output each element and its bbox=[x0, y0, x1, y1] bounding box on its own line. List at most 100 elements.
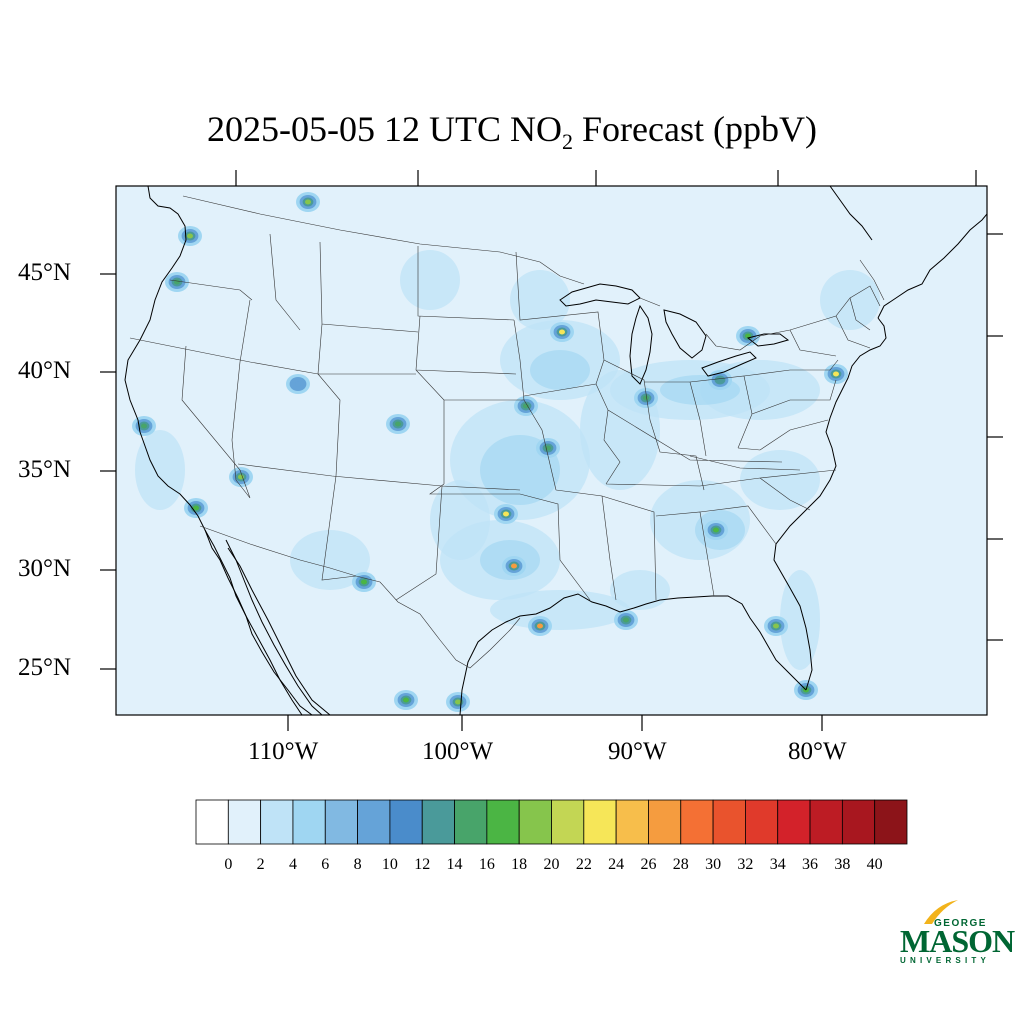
tick-marks bbox=[100, 170, 1003, 731]
gulf-coastline bbox=[459, 593, 807, 715]
haze-patch bbox=[530, 350, 590, 390]
colorbar-tick-label: 40 bbox=[866, 856, 883, 873]
mexico-gulf-of-california bbox=[227, 547, 331, 715]
title-prefix: 2025-05-05 12 UTC NO bbox=[207, 109, 563, 149]
hotspot-ring bbox=[523, 403, 529, 409]
colorbar-swatch bbox=[648, 799, 682, 845]
city-hotspot bbox=[386, 414, 410, 434]
pacific-coastline bbox=[124, 186, 303, 715]
hotspot-ring bbox=[537, 623, 543, 629]
lon-label-110w: 110°W bbox=[248, 738, 319, 765]
concentration-haze-layer bbox=[135, 250, 880, 670]
city-hotspot bbox=[132, 416, 156, 436]
colorbar-tick-label: 22 bbox=[575, 856, 592, 873]
colorbar-swatch bbox=[777, 799, 811, 845]
city-hotspot bbox=[229, 467, 253, 487]
city-hotspot bbox=[514, 396, 538, 416]
hotspot-ring bbox=[833, 371, 839, 377]
colorbar-tick-label: 36 bbox=[802, 856, 819, 873]
colorbar-swatch bbox=[551, 799, 585, 845]
colorbar-swatch bbox=[421, 799, 455, 845]
city-hotspot bbox=[446, 692, 470, 712]
haze-patch bbox=[400, 250, 460, 310]
colorbar-swatch bbox=[874, 799, 908, 845]
colorbar-tick-label: 26 bbox=[640, 856, 657, 873]
haze-patch bbox=[430, 480, 490, 560]
city-hotspot bbox=[352, 572, 376, 592]
city-hotspot bbox=[614, 610, 638, 630]
lat-label-30n: 30°N bbox=[18, 555, 72, 582]
hotspot-ring bbox=[511, 563, 517, 569]
haze-patch bbox=[490, 590, 630, 630]
lon-label-80w: 80°W bbox=[788, 738, 847, 765]
hudson-hint bbox=[829, 186, 873, 241]
haze-patch bbox=[135, 430, 185, 510]
colorbar-swatch bbox=[389, 799, 423, 845]
lat-label-40n: 40°N bbox=[18, 357, 72, 384]
lake-michigan bbox=[629, 304, 653, 385]
hotspot-layer bbox=[132, 192, 848, 712]
colorbar-swatch bbox=[195, 799, 229, 845]
haze-patch bbox=[510, 270, 570, 330]
lat-label-45n: 45°N bbox=[18, 259, 72, 286]
hotspot-ring bbox=[295, 381, 301, 387]
colorbar bbox=[195, 799, 908, 845]
haze-patch bbox=[820, 270, 880, 330]
haze-patch bbox=[740, 450, 820, 510]
logo-line-mason: MASON bbox=[900, 923, 1015, 959]
city-hotspot bbox=[502, 556, 526, 576]
colorbar-swatch bbox=[260, 799, 294, 845]
colorbar-swatch bbox=[486, 799, 520, 845]
colorbar-tick-label: 8 bbox=[353, 856, 362, 873]
lon-label-100w: 100°W bbox=[422, 738, 494, 765]
baja-coastline bbox=[204, 529, 313, 715]
lon-label-90w: 90°W bbox=[608, 738, 667, 765]
title-subscript: 2 bbox=[562, 129, 574, 155]
colorbar-swatch bbox=[712, 799, 746, 845]
lat-label-25n: 25°N bbox=[18, 654, 72, 681]
city-hotspot bbox=[824, 364, 848, 384]
colorbar-swatch bbox=[227, 799, 262, 845]
colorbar-tick-label: 38 bbox=[834, 856, 851, 873]
hotspot-ring bbox=[361, 579, 367, 585]
city-hotspot bbox=[704, 520, 728, 540]
hotspot-ring bbox=[187, 233, 193, 239]
colorbar-swatch bbox=[292, 799, 326, 845]
us-mexico-border bbox=[199, 525, 521, 669]
hotspot-ring bbox=[193, 505, 199, 511]
hotspot-ring bbox=[503, 511, 509, 517]
hotspot-ring bbox=[141, 423, 147, 429]
colorbar-swatch bbox=[809, 799, 843, 845]
logo-line-university: UNIVERSITY bbox=[900, 956, 991, 965]
land-outline-layer bbox=[124, 186, 987, 715]
hotspot-ring bbox=[773, 623, 779, 629]
hotspot-ring bbox=[623, 617, 629, 623]
colorbar-swatch bbox=[615, 799, 649, 845]
city-hotspot bbox=[296, 192, 320, 212]
hotspot-ring bbox=[238, 474, 244, 480]
colorbar-swatch bbox=[324, 799, 358, 845]
map-title: 2025-05-05 12 UTC NO2 Forecast (ppbV) bbox=[0, 108, 1024, 155]
colorbar-swatch bbox=[841, 799, 876, 845]
colorbar-tick-label: 10 bbox=[381, 856, 398, 873]
colorbar-tick-label: 30 bbox=[705, 856, 722, 873]
atlantic-coastline bbox=[773, 317, 887, 691]
colorbar-tick-label: 4 bbox=[288, 856, 297, 873]
city-hotspot bbox=[550, 322, 574, 342]
colorbar-tick-label: 16 bbox=[478, 856, 495, 873]
colorbar-swatch bbox=[454, 799, 488, 845]
hotspot-ring bbox=[305, 199, 311, 205]
colorbar-tick-label: 0 bbox=[224, 856, 233, 873]
lake-ontario bbox=[746, 333, 790, 347]
hotspot-ring bbox=[559, 329, 565, 335]
city-hotspot bbox=[494, 504, 518, 524]
colorbar-swatch bbox=[680, 799, 714, 845]
colorbar-tick-label: 24 bbox=[608, 856, 625, 873]
state-boundaries bbox=[129, 233, 885, 601]
new-england-coastline bbox=[877, 213, 987, 319]
colorbar-tick-label: 32 bbox=[737, 856, 754, 873]
city-hotspot bbox=[184, 498, 208, 518]
hotspot-ring bbox=[395, 421, 401, 427]
city-hotspot bbox=[178, 226, 202, 246]
